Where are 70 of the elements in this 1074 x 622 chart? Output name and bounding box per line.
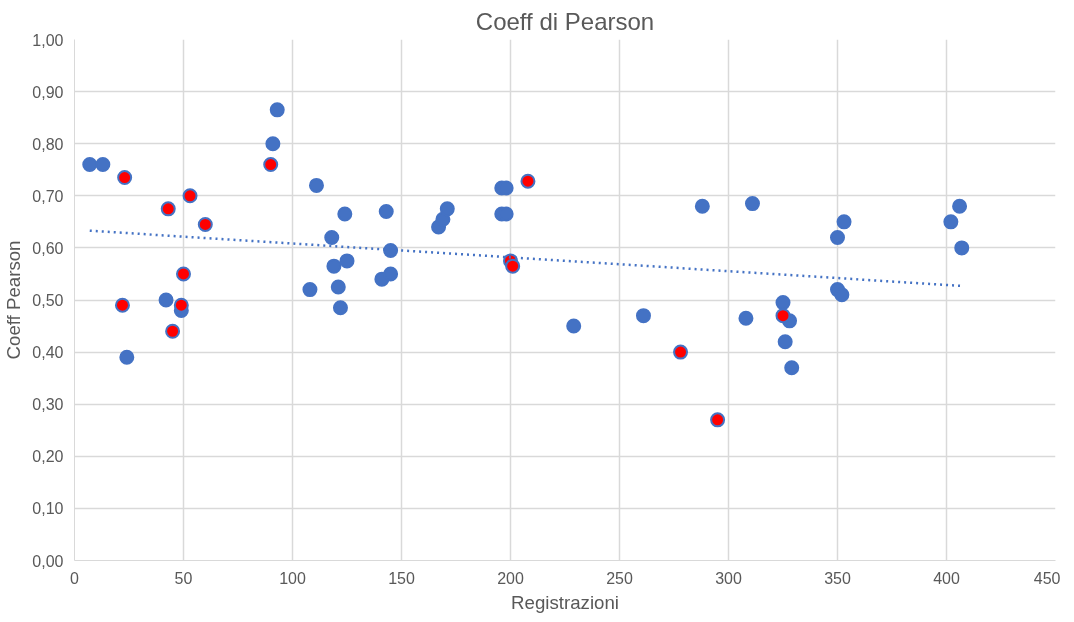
point	[775, 308, 791, 324]
y-axis-title: Coeff Pearson	[3, 240, 25, 360]
point	[337, 206, 353, 222]
point	[943, 214, 959, 230]
point	[165, 323, 181, 339]
point	[777, 334, 793, 350]
point	[332, 300, 348, 316]
point	[439, 201, 455, 217]
x-tick-label: 200	[497, 569, 524, 587]
y-tick-label: 1,00	[32, 31, 64, 49]
point	[566, 318, 582, 334]
point	[378, 203, 394, 219]
point	[114, 297, 130, 313]
x-tick-label: 450	[1033, 569, 1061, 587]
x-tick-label: 300	[715, 569, 742, 587]
x-tick-label: 250	[606, 569, 633, 587]
chart-title: Coeff di Pearson	[475, 7, 655, 35]
point	[330, 279, 346, 295]
y-tick-label: 0,00	[32, 552, 64, 570]
x-axis-title: Registrazioni	[511, 591, 619, 613]
point	[834, 287, 850, 303]
point	[324, 229, 340, 245]
point	[302, 282, 318, 298]
point	[182, 188, 198, 204]
x-tick-label: 350	[824, 569, 851, 587]
point	[265, 136, 281, 152]
y-tick-label: 0,40	[32, 344, 64, 362]
y-tick-label: 0,70	[32, 187, 64, 205]
x-tick-label: 0	[70, 569, 80, 587]
point	[95, 157, 111, 173]
point	[383, 266, 399, 282]
x-tick-label: 150	[388, 569, 415, 587]
point	[710, 412, 726, 428]
x-tick-label: 400	[933, 569, 960, 587]
point	[738, 310, 754, 326]
point	[176, 266, 191, 282]
point	[952, 198, 968, 214]
point	[308, 177, 324, 193]
point	[836, 214, 852, 230]
point	[784, 360, 800, 376]
x-tick-label: 50	[174, 569, 193, 587]
point	[339, 253, 355, 269]
point	[160, 201, 176, 217]
x-tick-label: 100	[279, 569, 306, 587]
point	[383, 243, 399, 258]
point	[173, 297, 189, 313]
point	[326, 258, 342, 274]
point	[775, 295, 791, 311]
point	[197, 216, 213, 232]
point	[119, 349, 135, 365]
point	[694, 198, 710, 214]
point	[117, 170, 133, 186]
point	[269, 102, 285, 118]
y-tick-label: 0,80	[32, 135, 64, 153]
y-tick-label: 0,50	[32, 292, 64, 309]
point	[954, 240, 970, 256]
point	[158, 292, 174, 308]
y-tick-label: 0,60	[32, 239, 64, 257]
point	[520, 173, 536, 189]
point	[263, 157, 279, 173]
y-tick-label: 0,20	[32, 448, 64, 466]
point	[744, 196, 760, 212]
point	[673, 344, 689, 360]
y-tick-label: 0,90	[32, 83, 64, 101]
point	[82, 157, 98, 173]
y-tick-label: 0,30	[32, 396, 64, 414]
point	[830, 229, 845, 245]
point	[505, 258, 521, 274]
point	[635, 308, 651, 324]
y-tick-label: 0,10	[32, 500, 64, 518]
